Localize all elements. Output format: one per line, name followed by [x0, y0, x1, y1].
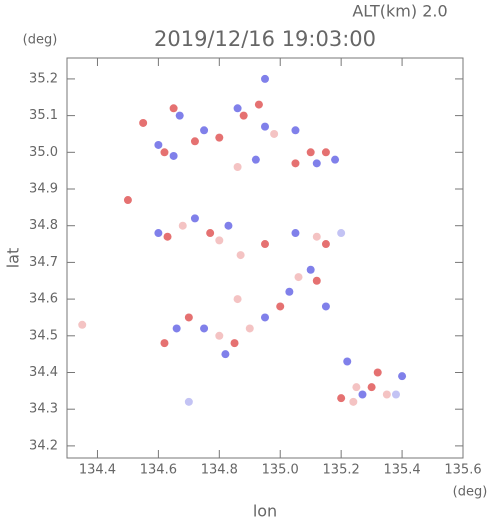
echo-point	[163, 232, 172, 241]
echo-point	[382, 390, 391, 399]
echo-point	[221, 350, 230, 359]
echo-point	[254, 100, 263, 109]
echo-point	[230, 339, 239, 348]
echo-point	[245, 324, 254, 333]
echo-point	[169, 104, 178, 113]
echo-point	[373, 368, 382, 377]
echo-point	[139, 118, 148, 127]
echo-point	[391, 390, 400, 399]
y-tick-label: 34.4	[29, 365, 58, 380]
chart-title: 2019/12/16 19:03:00	[154, 27, 376, 51]
y-tick-label: 34.3	[29, 402, 58, 417]
subtitle: ALT(km) 2.0	[352, 2, 447, 21]
echo-point	[306, 265, 315, 274]
echo-point	[291, 159, 300, 168]
echo-point	[261, 313, 269, 322]
echo-point	[343, 357, 352, 366]
echo-point	[331, 155, 340, 164]
echo-point	[206, 229, 215, 238]
echo-point	[321, 302, 330, 311]
x-tick-label: 135.4	[383, 463, 420, 478]
x-tick-label: 135.2	[323, 463, 360, 478]
echo-point	[294, 273, 303, 282]
echo-point	[224, 221, 233, 230]
y-tick-label: 35.1	[29, 108, 58, 123]
echo-point	[337, 394, 346, 403]
echo-point	[172, 324, 181, 333]
echo-point	[291, 126, 300, 135]
echo-point	[321, 240, 330, 249]
echo-point	[78, 320, 87, 329]
y-tick-label: 34.9	[29, 182, 58, 197]
echo-point	[154, 140, 163, 149]
y-tick-label: 35.0	[29, 145, 58, 160]
y-tick-label: 35.2	[29, 71, 58, 86]
echo-point	[200, 324, 209, 333]
echo-point	[352, 383, 361, 392]
echo-point	[236, 251, 245, 260]
echo-point	[367, 383, 376, 392]
echo-point	[251, 155, 260, 164]
echo-point	[337, 229, 346, 238]
y-axis-label: lat	[4, 248, 23, 269]
x-tick-label: 134.6	[140, 463, 177, 478]
y-tick-label: 34.6	[29, 292, 58, 307]
y-tick-label: 34.2	[29, 438, 58, 453]
echo-point	[270, 129, 279, 138]
echo-point	[184, 397, 193, 406]
echo-point	[261, 122, 269, 131]
echo-point	[306, 148, 315, 157]
echo-point	[233, 104, 242, 113]
x-tick-label: 134.4	[79, 463, 116, 478]
echo-point	[312, 159, 321, 168]
echo-point	[358, 390, 367, 399]
echo-point	[285, 287, 294, 296]
echo-point	[184, 313, 193, 322]
echo-point	[276, 302, 285, 311]
echo-point	[215, 133, 224, 142]
echo-point	[190, 214, 199, 223]
echo-point	[291, 229, 300, 238]
echo-point	[261, 240, 269, 249]
echo-point	[233, 295, 242, 304]
echo-point	[154, 229, 163, 238]
echo-point	[190, 137, 199, 146]
plot-frame	[66, 57, 464, 459]
echo-point	[398, 372, 407, 381]
echo-point	[312, 232, 321, 241]
echo-point	[160, 148, 169, 157]
x-axis-label: lon	[253, 502, 277, 521]
y-unit: (deg)	[23, 33, 58, 48]
echo-point	[239, 111, 248, 120]
x-tick-label: 134.8	[201, 463, 238, 478]
x-tick-label: 135.6	[444, 463, 481, 478]
echo-point	[215, 331, 224, 340]
echo-point	[200, 126, 209, 135]
echo-point	[321, 148, 330, 157]
echo-point	[215, 236, 224, 245]
echo-point	[261, 74, 269, 83]
echo-point	[349, 397, 358, 406]
echo-point	[160, 339, 169, 348]
echo-point	[233, 162, 242, 171]
x-unit: (deg)	[453, 485, 488, 500]
y-tick-label: 34.8	[29, 218, 58, 233]
echo-point	[169, 151, 178, 160]
echo-point	[175, 111, 184, 120]
y-tick-label: 34.7	[29, 255, 58, 270]
echo-point	[312, 276, 321, 285]
y-tick-label: 34.5	[29, 328, 58, 343]
echo-point	[178, 221, 187, 230]
echo-point	[123, 196, 132, 205]
x-tick-label: 135.0	[262, 463, 299, 478]
